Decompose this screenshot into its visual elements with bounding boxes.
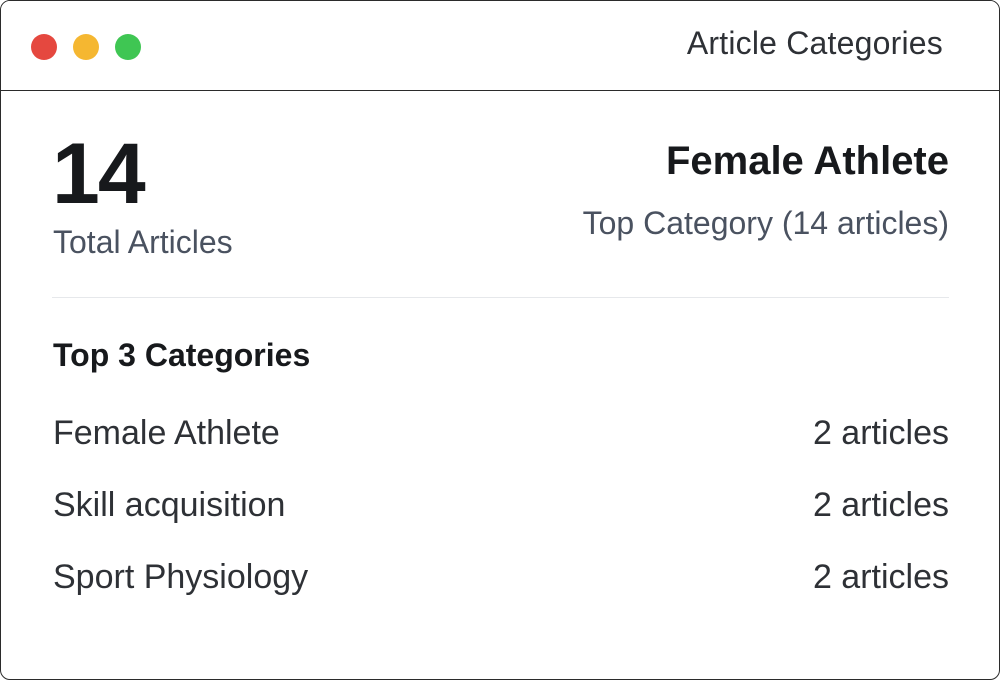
list-item: Skill acquisition 2 articles	[52, 484, 949, 556]
list-item: Sport Physiology 2 articles	[52, 556, 949, 628]
close-window-button[interactable]	[31, 34, 57, 60]
category-count: 2 articles	[812, 558, 949, 596]
window-title: Article Categories	[686, 25, 943, 61]
category-name: Sport Physiology	[53, 558, 309, 596]
list-item: Female Athlete 2 articles	[52, 412, 949, 484]
maximize-window-button[interactable]	[115, 34, 141, 60]
category-count: 2 articles	[812, 414, 949, 452]
total-articles-count: 14	[52, 126, 146, 222]
minimize-window-button[interactable]	[73, 34, 99, 60]
category-count: 2 articles	[812, 486, 949, 524]
top-category-subtitle: Top Category (14 articles)	[582, 205, 949, 241]
top-category-name: Female Athlete	[665, 139, 949, 183]
category-list: Female Athlete 2 articles Skill acquisit…	[52, 412, 949, 628]
top-categories-heading: Top 3 Categories	[53, 337, 311, 373]
total-articles-label: Total Articles	[53, 224, 233, 260]
title-bar: Article Categories	[1, 1, 999, 91]
category-name: Skill acquisition	[53, 486, 286, 524]
section-divider	[52, 297, 949, 298]
category-name: Female Athlete	[53, 414, 280, 452]
